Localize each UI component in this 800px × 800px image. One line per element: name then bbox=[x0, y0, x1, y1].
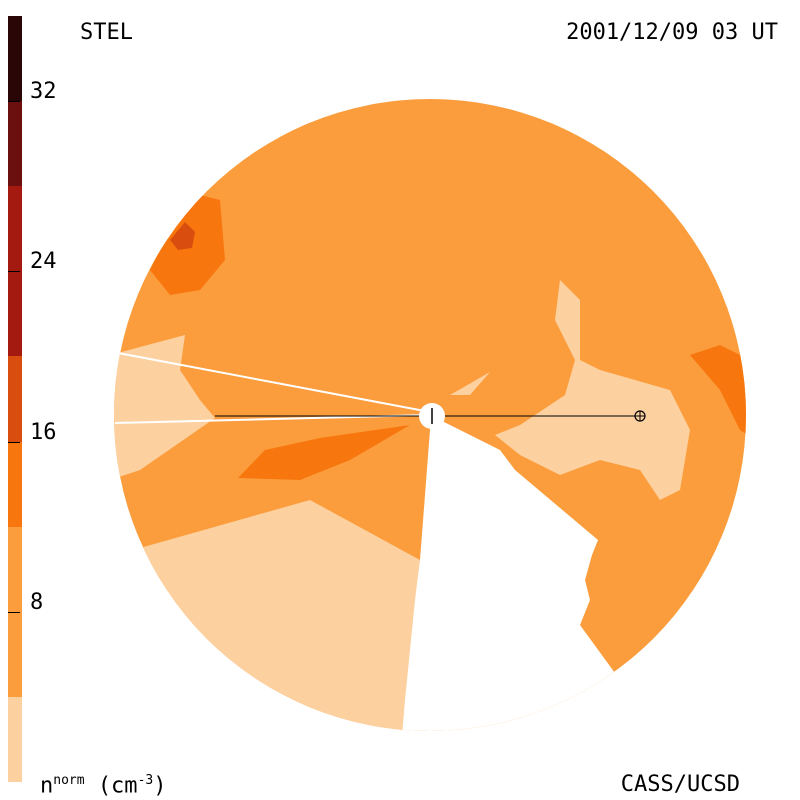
units-suffix: (cm bbox=[97, 773, 138, 799]
low-density-region-left bbox=[114, 335, 215, 480]
low-density-region-right bbox=[495, 280, 690, 500]
units-close: ) bbox=[153, 773, 167, 799]
observatory-label: STEL bbox=[80, 20, 133, 45]
colorbar-tick bbox=[8, 101, 20, 103]
mid-density-region-right-edge bbox=[690, 345, 746, 440]
colorbar-tick-label: 8 bbox=[30, 589, 44, 615]
colorbar bbox=[8, 16, 22, 782]
colorbar-tick bbox=[8, 271, 20, 273]
data-gap-wedge bbox=[400, 415, 620, 731]
colorbar-tick-label: 32 bbox=[30, 79, 57, 105]
colorbar-segment bbox=[8, 441, 22, 527]
colorbar-tick bbox=[8, 611, 20, 613]
colorbar-segment bbox=[8, 696, 22, 782]
colorbar-tick-label: 24 bbox=[30, 249, 57, 275]
mid-density-region-left-wedge bbox=[238, 425, 410, 480]
colorbar-segment bbox=[8, 356, 22, 442]
units-label: nnorm (cm-3) bbox=[40, 774, 166, 797]
units-base: n bbox=[40, 773, 54, 799]
colorbar-tick-label: 16 bbox=[30, 419, 57, 445]
units-sup: norm bbox=[53, 773, 85, 788]
high-density-spot-upper-left bbox=[170, 222, 195, 250]
colorbar-segment bbox=[8, 16, 22, 102]
colorbar-segment bbox=[8, 101, 22, 187]
separator-line-upper bbox=[117, 352, 431, 413]
low-density-spot-center bbox=[450, 372, 490, 395]
colorbar-tick bbox=[8, 441, 20, 443]
credit-label: CASS/UCSD bbox=[620, 772, 740, 797]
units-exp: -3 bbox=[137, 773, 154, 788]
timestamp-label: 2001/12/09 03 UT bbox=[566, 20, 778, 45]
